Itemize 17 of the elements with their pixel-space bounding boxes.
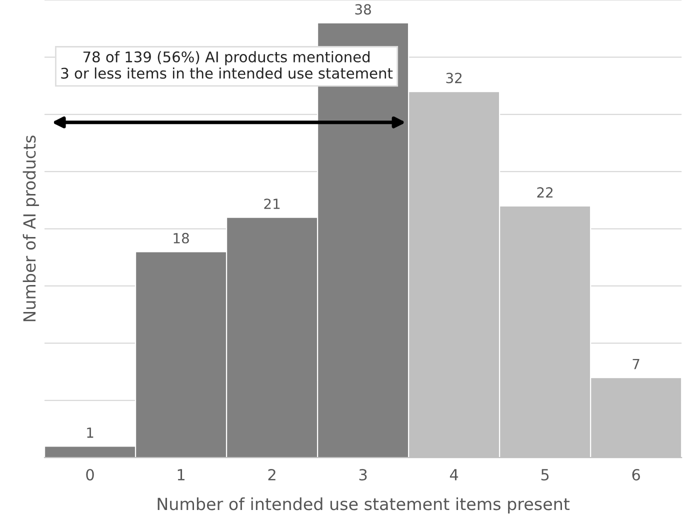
x-tick-label: 6	[632, 468, 640, 481]
data-label: 18	[174, 232, 189, 244]
data-label: 1	[87, 428, 94, 438]
x-tick-label: 4	[450, 469, 458, 480]
data-label: 32	[446, 72, 462, 84]
data-label: 7	[632, 358, 640, 370]
x-axis-title: Number of intended use statement items present	[158, 497, 570, 514]
x-tick-label: 0	[86, 468, 94, 481]
data-label: 21	[264, 198, 280, 209]
x-tick-label: 3	[359, 468, 367, 481]
data-label: 38	[355, 4, 371, 15]
x-tick-label: 5	[541, 469, 549, 481]
x-tick-label: 1	[178, 469, 184, 480]
x-tick-label: 2	[268, 468, 276, 480]
data-label: 22	[537, 187, 553, 198]
annotation: 78 of 139 (56%) AI products mentioned 3 or less items in the intended use statement	[61, 51, 393, 79]
y-axis-title: Number of AI products	[22, 136, 39, 322]
